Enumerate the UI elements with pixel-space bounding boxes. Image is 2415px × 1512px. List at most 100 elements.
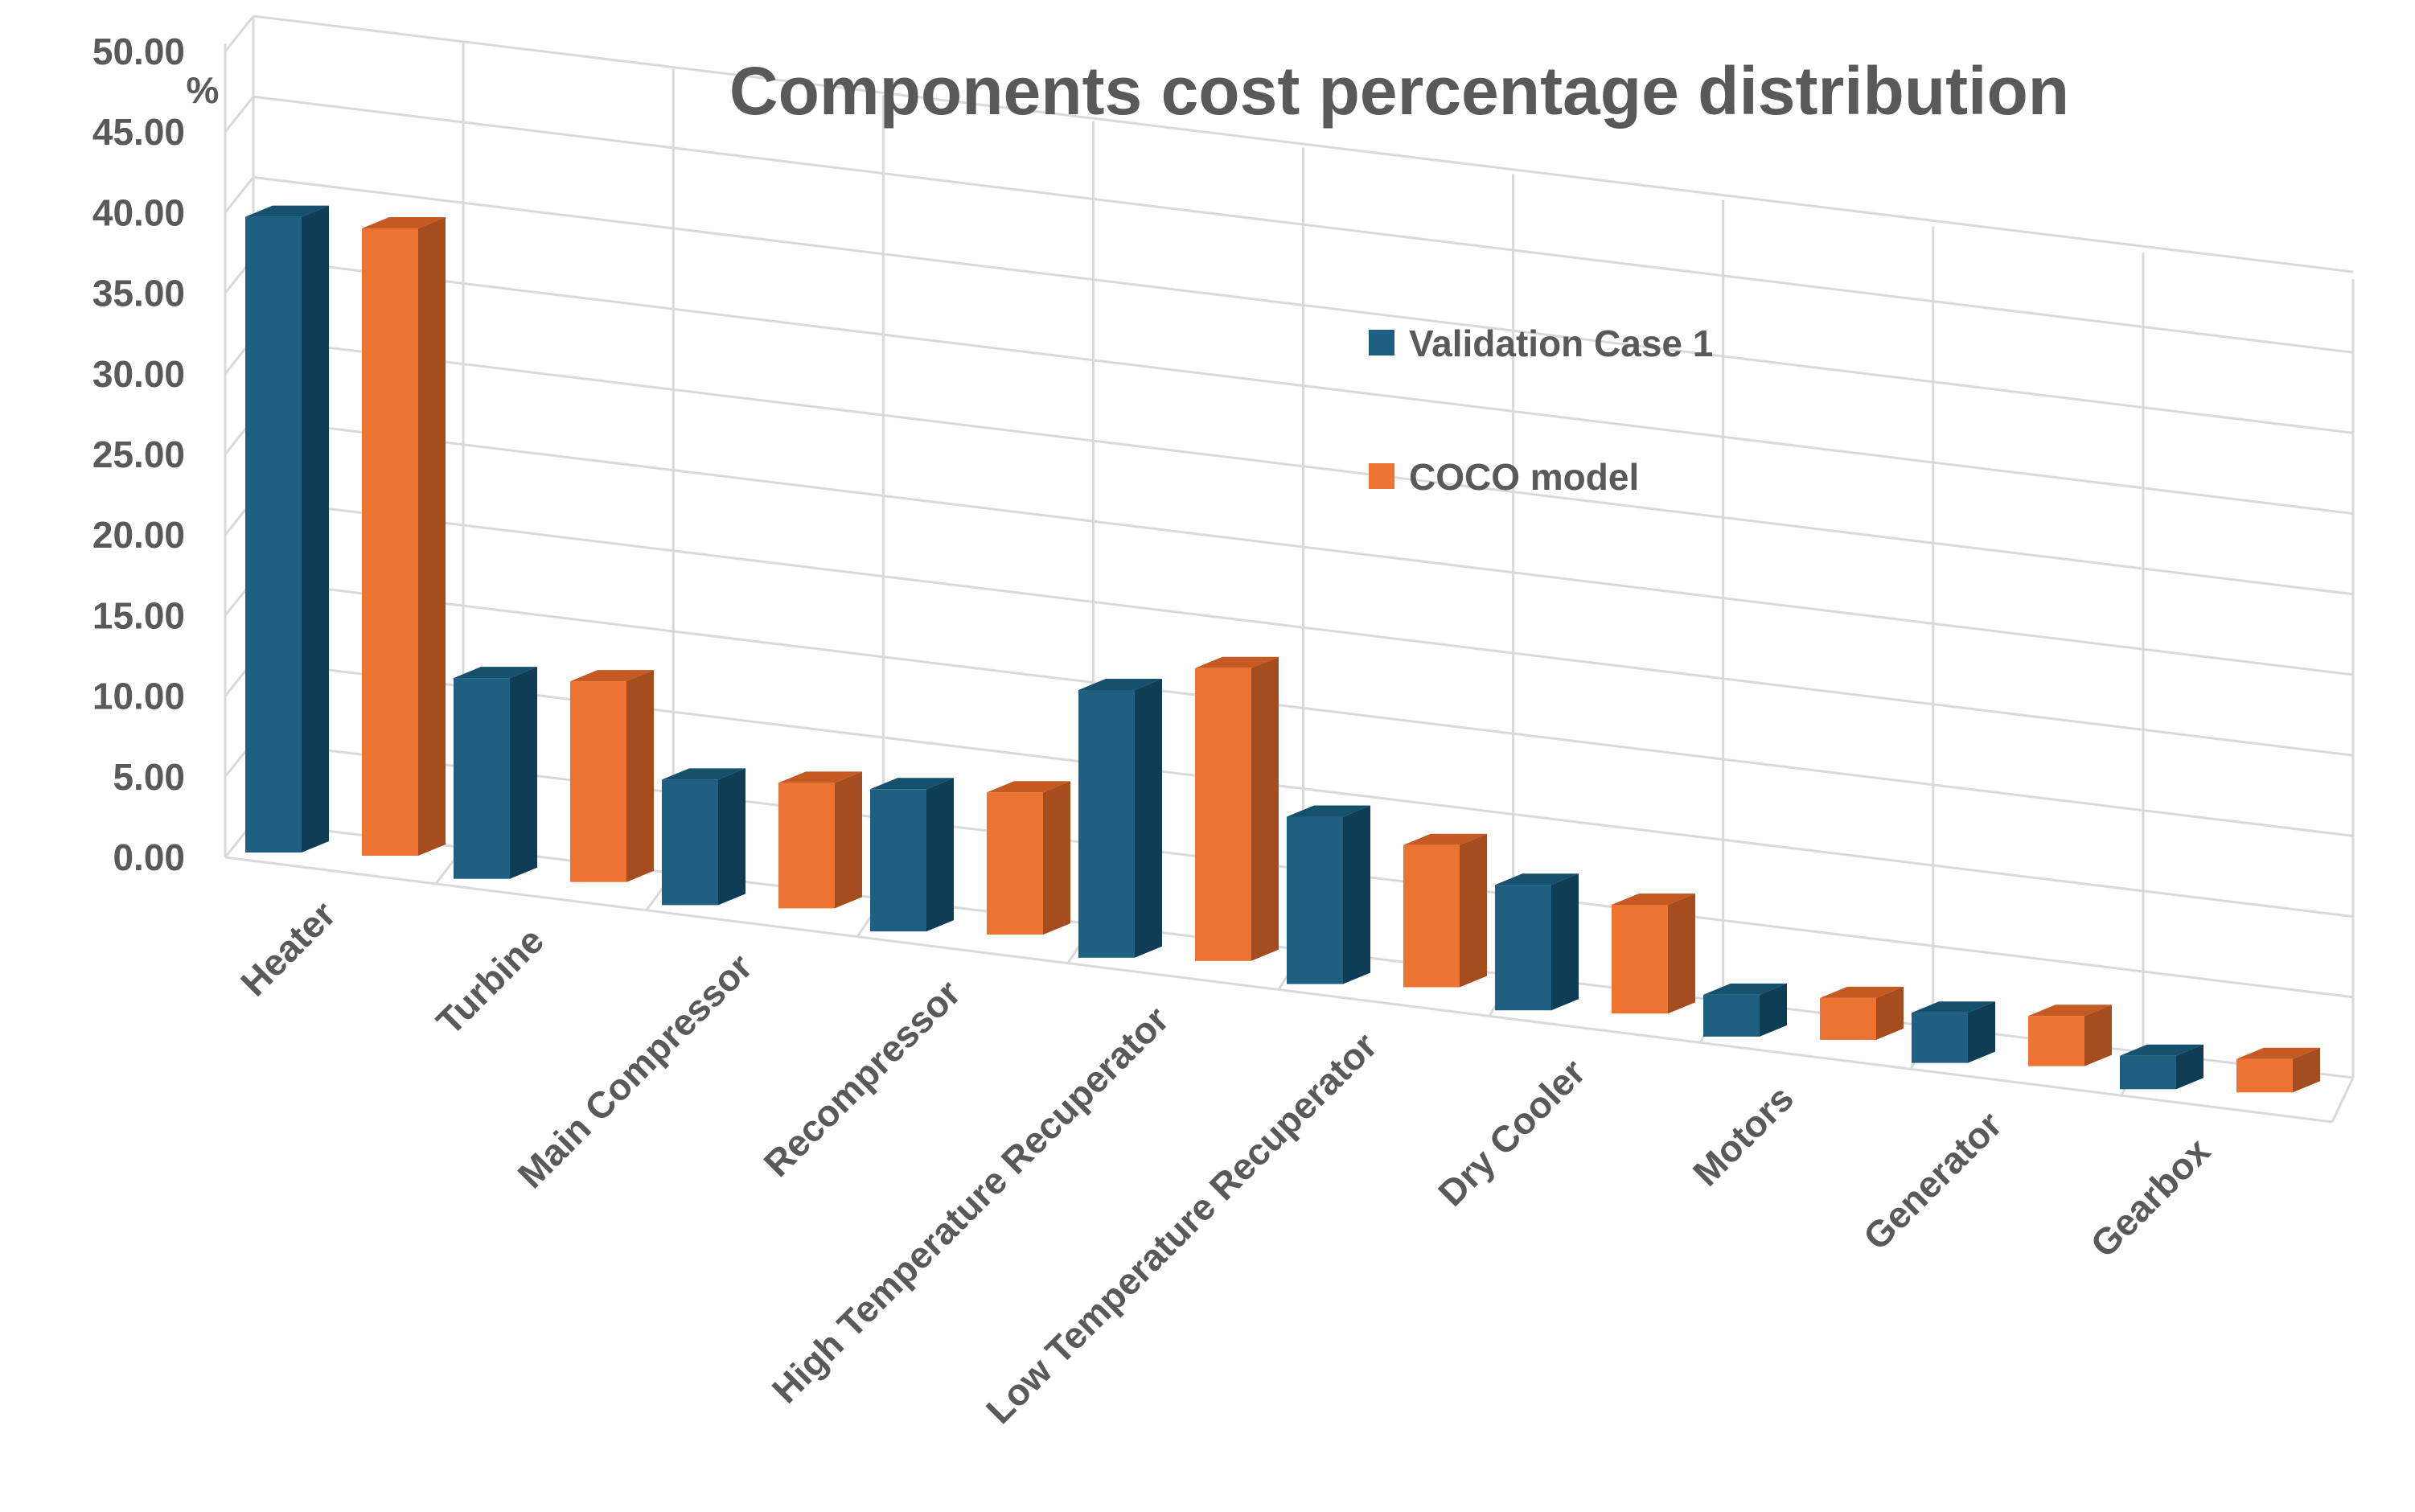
y-tick-label: 35.00 [92, 273, 185, 314]
y-axis-ticks: 0.00 5.00 10.00 15.00 20.00 25.00 30.00 35.00 40… [92, 31, 185, 878]
category-label-low-temperature-recuperator: Low Temperature Recuperator [978, 1025, 1385, 1432]
bar-top [2236, 1047, 2320, 1059]
bar-side [418, 217, 446, 856]
bar-coco-model-main-compressor [778, 771, 862, 909]
category-label-gearbox: Gearbox [2082, 1129, 2218, 1265]
bar-validation-case-1-recompressor [870, 778, 954, 932]
bar-top [454, 667, 537, 679]
bar-top [2028, 1005, 2112, 1017]
y-tick-label: 45.00 [92, 111, 185, 153]
bar-front [2236, 1058, 2293, 1093]
bar-side [2176, 1044, 2203, 1090]
bar-side [1043, 781, 1070, 935]
bar-side [1668, 894, 1695, 1014]
bar-side [835, 771, 862, 909]
legend-label-validation-case-1: Validation Case 1 [1409, 323, 1713, 364]
bar-front [1403, 844, 1460, 988]
y-tick-label: 50.00 [92, 31, 185, 72]
category-label-generator: Generator [1855, 1103, 2010, 1258]
bar-coco-model-high-temperature-recuperator [1195, 656, 1279, 961]
bar-top [1287, 805, 1370, 817]
y-tick-label: 5.00 [113, 756, 185, 798]
bar-top [1403, 833, 1487, 845]
bar-validation-case-1-dry-cooler [1495, 873, 1579, 1011]
bar-side [1760, 983, 1787, 1037]
bar-coco-model-generator [2028, 1005, 2112, 1066]
bar-top [362, 217, 446, 228]
bar-validation-case-1-low-temperature-recuperator [1287, 805, 1370, 984]
bar-coco-model-recompressor [987, 781, 1070, 935]
bar-validation-case-1-high-temperature-recuperator [1078, 679, 1162, 958]
bar-top [1820, 986, 1904, 998]
legend-swatch-validation-case-1 [1369, 330, 1394, 355]
bar-coco-model-low-temperature-recuperator [1403, 833, 1487, 988]
y-tick-label: 10.00 [92, 676, 185, 717]
bar-front [1078, 690, 1135, 958]
legend-label-coco-model: COCO model [1409, 456, 1639, 498]
gridline-left-wall [224, 96, 255, 134]
bar-top [1495, 873, 1579, 885]
bar-front [662, 779, 718, 906]
bar-side [1135, 679, 1162, 958]
bar-top [870, 778, 954, 790]
gridline-left-wall [224, 176, 255, 214]
bar-top [2120, 1044, 2203, 1056]
y-tick-label: 25.00 [92, 433, 185, 475]
bars [245, 205, 2320, 1093]
bar-top [570, 670, 654, 682]
category-label-high-temperature-recuperator: High Temperature Recuperator [764, 998, 1177, 1411]
bar-side [1968, 1001, 1995, 1063]
bar-coco-model-motors [1820, 986, 1904, 1040]
gridline-left-wall [224, 15, 255, 52]
bar-front [2028, 1016, 2084, 1066]
bar-validation-case-1-turbine [454, 667, 537, 879]
bar-top [1078, 679, 1162, 690]
floor-right-edge [2331, 1077, 2355, 1123]
bar-front [1912, 1013, 1968, 1063]
legend-swatch-coco-model [1369, 463, 1394, 489]
bar-side [1343, 805, 1370, 984]
bar-front [454, 678, 510, 879]
bar-validation-case-1-generator [1912, 1001, 1995, 1063]
bar-side [718, 768, 745, 906]
bar-top [1703, 983, 1787, 995]
category-label-recompressor: Recompressor [756, 972, 969, 1185]
category-label-heater: Heater [232, 893, 343, 1004]
bar-front [987, 792, 1043, 935]
bar-side [2084, 1005, 2112, 1066]
y-tick-label: 0.00 [113, 836, 185, 878]
bar-front [1703, 994, 1760, 1037]
y-tick-label: 30.00 [92, 353, 185, 395]
bar-coco-model-turbine [570, 670, 654, 882]
bar-validation-case-1-motors [1703, 983, 1787, 1037]
bar-top [778, 771, 862, 783]
category-label-dry-cooler: Dry Cooler [1430, 1050, 1593, 1214]
y-axis-title: % [187, 69, 220, 111]
bar-validation-case-1-heater [245, 205, 329, 853]
bar-front [362, 228, 418, 856]
bar-coco-model-heater [362, 217, 446, 856]
y-tick-label: 15.00 [92, 594, 185, 636]
bar-top [987, 781, 1070, 793]
y-tick-label: 20.00 [92, 514, 185, 556]
bar-side [1876, 986, 1904, 1040]
bar-front [1612, 905, 1668, 1014]
bar-front [1495, 885, 1551, 1011]
bar-side [926, 778, 954, 932]
bar-side [626, 670, 654, 882]
gridline-back-wall [253, 14, 2354, 273]
legend: Validation Case 1 COCO model [1369, 323, 1713, 498]
bar-side [1460, 833, 1487, 988]
category-label-turbine: Turbine [428, 919, 552, 1043]
bar-front [870, 789, 926, 932]
chart-title: Components cost percentage distribution [729, 53, 2069, 129]
category-label-main-compressor: Main Compressor [510, 946, 761, 1197]
bar-validation-case-1-main-compressor [662, 768, 745, 906]
bar-front [2120, 1055, 2176, 1090]
bar-side [2293, 1047, 2320, 1093]
category-label-motors: Motors [1685, 1077, 1801, 1194]
bar-front [245, 216, 302, 853]
bar-side [1551, 873, 1579, 1011]
